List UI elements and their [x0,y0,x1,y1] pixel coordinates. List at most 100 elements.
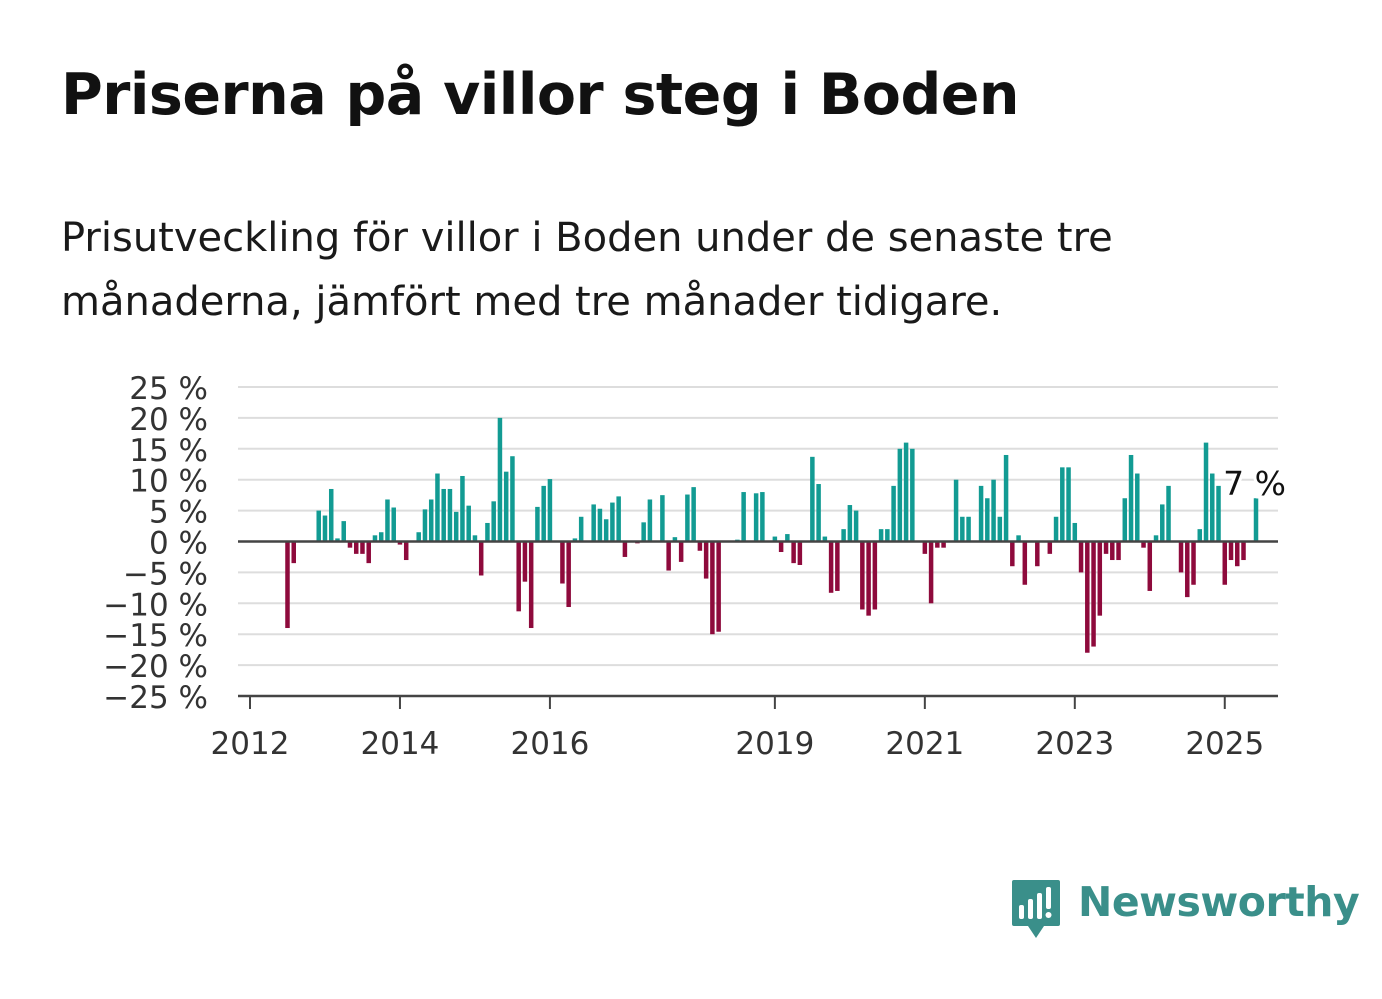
y-tick-label: −5 % [123,556,208,592]
bar [660,495,665,542]
bar [891,485,896,542]
bar [1160,504,1165,542]
bar [797,541,803,565]
bar [828,541,834,593]
bar [1135,473,1140,542]
bar [1241,541,1246,561]
bar [741,492,746,542]
bar [941,541,946,548]
bar [1016,535,1021,542]
bar [672,537,678,542]
x-tick-label: 2021 [885,726,964,762]
bar [1203,442,1209,542]
bar [753,493,759,542]
bar [1010,541,1015,567]
bar [428,499,434,542]
bar [785,534,790,542]
bar [1116,541,1121,561]
bar [1153,535,1159,542]
bar [391,507,396,542]
bar [978,485,984,542]
bar [991,479,996,542]
y-tick-label: −10 % [103,587,208,623]
y-tick-label: 0 % [149,526,208,562]
bar [385,499,390,542]
bar [928,541,934,604]
bar [1097,541,1103,616]
bar [622,541,628,557]
bar [541,485,546,542]
bar [535,506,540,542]
y-tick-label: 15 % [129,433,208,469]
bar [528,541,534,629]
bar [322,515,328,542]
x-tick-label: 2014 [361,726,440,762]
bar [953,479,959,542]
bar [422,509,428,542]
bar [872,541,878,610]
bar [835,541,840,591]
bar-chart: 25 %20 %15 %10 %5 %0 %−5 %−10 %−15 %−20 … [103,371,1289,762]
bar [822,536,828,542]
bar [678,541,684,562]
bars [285,417,1259,653]
bar [791,541,796,564]
bar [697,541,703,551]
chart-subtitle: Prisutveckling för villor i Boden under … [61,215,1113,325]
bar [1078,541,1084,573]
bar [472,535,478,542]
annotation-label: 7 % [1223,464,1286,503]
bar [810,456,815,542]
bar [591,504,596,542]
bar [1047,541,1053,554]
bar [910,448,915,542]
bar [316,510,321,542]
bar [860,541,865,610]
bar [816,484,821,542]
brand-name: Newsworthy [1078,878,1360,926]
bar [372,535,378,542]
bar [703,541,709,579]
newsworthy-logo: Newsworthy [1010,878,1360,942]
bar [1222,541,1228,585]
bar [341,521,346,542]
bar [397,541,403,545]
bar [403,541,409,561]
bar [1122,498,1128,542]
bar [960,516,965,542]
bar [510,456,515,542]
bar [922,541,928,554]
bar [647,499,653,542]
bar [478,541,484,576]
bar [566,541,571,608]
bar [416,532,421,542]
bar [641,522,646,542]
bar [1235,541,1240,567]
bar [285,541,290,629]
bar [966,516,971,542]
bar [935,541,940,548]
bar [347,541,353,548]
bar [1103,541,1109,554]
y-tick-label: −15 % [103,618,208,654]
bar [503,471,509,542]
bar [610,502,615,542]
bar [847,505,853,542]
bar [1072,522,1078,542]
bar [572,538,578,542]
bar [997,516,1003,542]
bar [841,529,846,542]
bar [447,488,453,542]
bar [366,541,371,564]
bar [360,541,365,554]
bar [603,519,609,542]
y-tick-label: 5 % [149,495,208,531]
bar [1210,473,1215,542]
bar [1141,541,1146,548]
bar [1185,541,1190,598]
bar [516,541,521,612]
tick-labels: 25 %20 %15 %10 %5 %0 %−5 %−10 %−15 %−20 … [103,371,1264,762]
bar [1060,467,1065,542]
bar [378,532,384,542]
bar [291,541,296,564]
